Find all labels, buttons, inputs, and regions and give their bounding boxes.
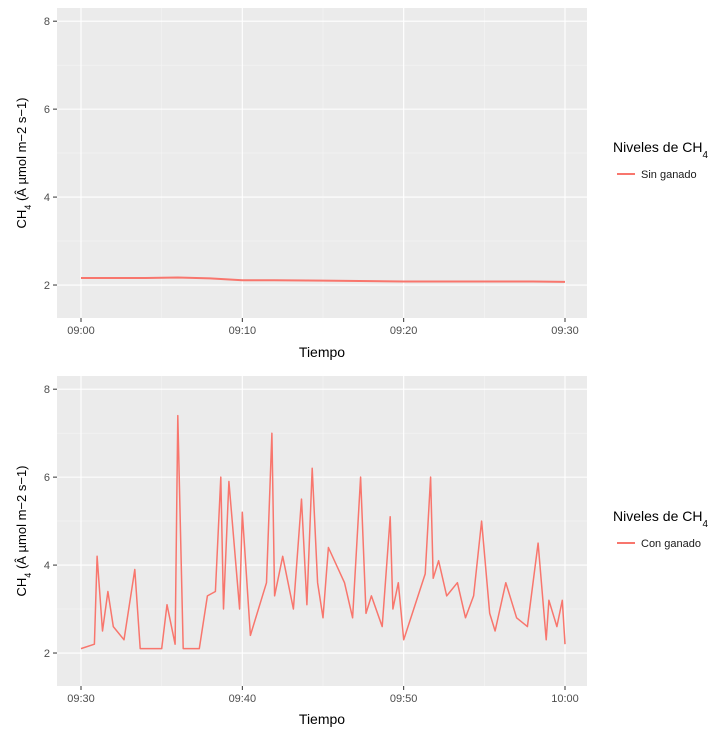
legend-top: Niveles de CH4 Sin ganado	[613, 139, 708, 181]
series-line-sin-ganado	[81, 276, 566, 283]
y-ticks-top: 2 4 6 8	[44, 16, 50, 292]
y-ticks-bottom: 2 4 6 8	[44, 384, 50, 660]
xtick-label: 09:20	[390, 325, 418, 337]
legend-item-label-top: Sin ganado	[641, 169, 697, 181]
legend-bottom: Niveles de CH4 Con ganado	[613, 508, 708, 550]
chart-bottom: 2 4 6 8 09:30 09:40 09:50 10:00 Tiempo C…	[14, 376, 708, 727]
legend-item-label-bottom: Con ganado	[641, 538, 701, 550]
x-axis-title-top: Tiempo	[299, 344, 345, 360]
ytick-label: 2	[44, 280, 50, 292]
ytick-label: 8	[44, 384, 50, 396]
x-ticks-top: 09:00 09:10 09:20 09:30	[67, 325, 579, 337]
x-axis-title-bottom: Tiempo	[299, 711, 345, 727]
y-axis-title-bottom: CH4 (Â µmol m−2 s−1)	[14, 465, 33, 596]
ytick-label: 6	[44, 472, 50, 484]
xtick-label: 09:50	[390, 693, 418, 705]
ytick-label: 4	[44, 192, 50, 204]
xtick-label: 09:10	[229, 325, 257, 337]
plot-panel-top	[57, 8, 587, 318]
ytick-label: 2	[44, 648, 50, 660]
x-ticks-bottom: 09:30 09:40 09:50 10:00	[67, 693, 579, 705]
y-axis-title-top: CH4 (Â µmol m−2 s−1)	[14, 97, 33, 228]
legend-title-bottom: Niveles de CH4	[613, 508, 708, 530]
xtick-label: 09:30	[551, 325, 579, 337]
xtick-label: 09:00	[67, 325, 95, 337]
ytick-label: 6	[44, 104, 50, 116]
xtick-label: 09:40	[229, 693, 257, 705]
xtick-label: 10:00	[551, 693, 579, 705]
plot-panel-bottom	[57, 376, 587, 686]
ytick-label: 4	[44, 560, 50, 572]
legend-title-top: Niveles de CH4	[613, 139, 708, 161]
ytick-label: 8	[44, 16, 50, 28]
xtick-label: 09:30	[67, 693, 95, 705]
chart-top: 2 4 6 8 09:00 09:10 09:20 09:30 Tiempo C…	[14, 8, 708, 360]
grid-top	[53, 8, 587, 322]
series-line-con-ganado	[80, 414, 566, 650]
